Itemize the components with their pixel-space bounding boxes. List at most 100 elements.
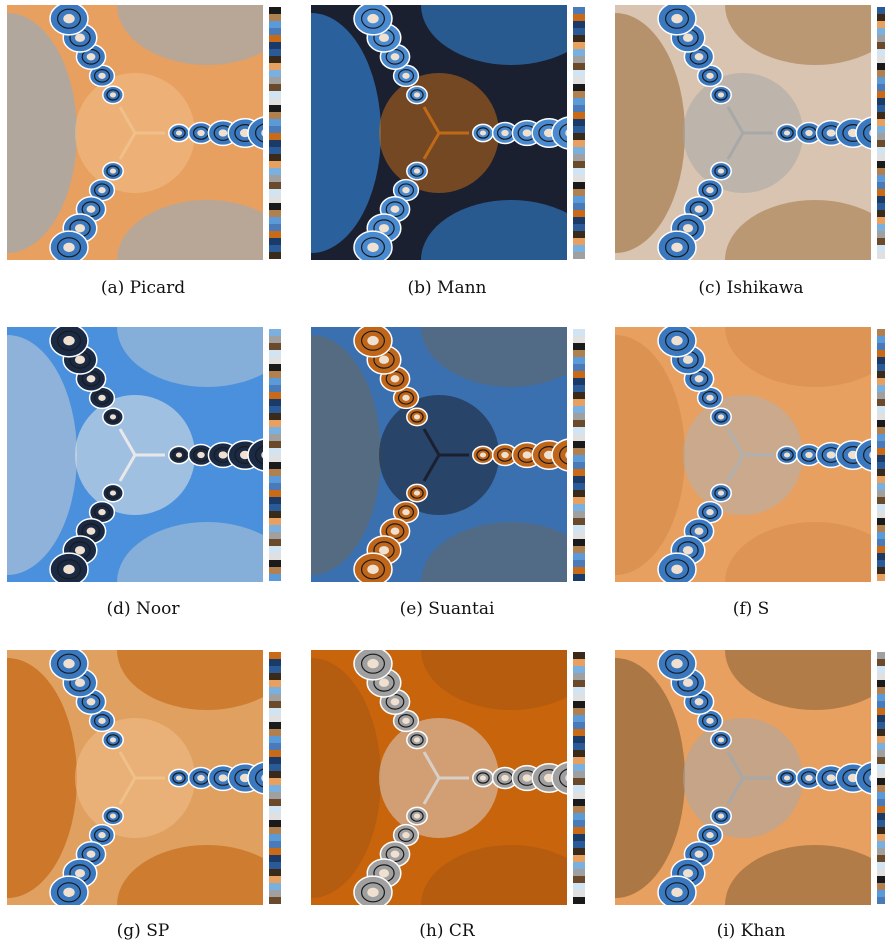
basin-ring: [392, 64, 420, 88]
caption-name: Mann: [431, 278, 487, 298]
panel-caption: (b) Mann: [311, 278, 583, 298]
panel-caption: (c) Ishikawa: [615, 278, 885, 298]
fractal-image: [615, 5, 871, 260]
fractal-image: [615, 650, 871, 905]
fractal-image: [311, 650, 567, 905]
panel-caption: (e) Suantai: [311, 599, 583, 619]
fractal-image: [7, 327, 263, 582]
basin-ring: [551, 761, 567, 795]
caption-name: Noor: [130, 599, 180, 619]
basin-ring: [392, 823, 420, 847]
basin-ring: [551, 438, 567, 472]
basin-ring: [49, 650, 89, 681]
fractal-panel: [311, 327, 585, 582]
colorbar: [573, 329, 585, 581]
panel-caption: (a) Picard: [7, 278, 279, 298]
basin-ring: [855, 438, 871, 472]
basin-ring: [187, 121, 215, 145]
basin-ring: [49, 875, 89, 905]
basin-ring: [657, 875, 697, 905]
basin-ring: [406, 730, 428, 750]
basin-ring: [88, 500, 116, 524]
basin-ring: [657, 230, 697, 260]
panel-caption: (f) S: [615, 599, 885, 619]
caption-label: (a): [100, 278, 125, 298]
basin-ring: [710, 161, 732, 181]
basin-ring: [657, 552, 697, 582]
basin-ring: [406, 407, 428, 427]
panel-caption: (d) Noor: [7, 599, 279, 619]
fractal-panel: [7, 5, 281, 260]
basin-ring: [710, 85, 732, 105]
basin-ring: [406, 85, 428, 105]
basin-ring: [168, 768, 190, 788]
basin-ring: [551, 116, 567, 150]
caption-label: (f): [732, 599, 753, 619]
basin-ring: [472, 123, 494, 143]
fractal-panel: [7, 327, 281, 582]
caption-label: (c): [698, 278, 722, 298]
caption-name: S: [752, 599, 770, 619]
basin-ring: [102, 806, 124, 826]
caption-name: Picard: [124, 278, 186, 298]
basin-ring: [168, 123, 190, 143]
basin-ring: [710, 483, 732, 503]
basin-ring: [472, 768, 494, 788]
basin-ring: [168, 445, 190, 465]
fractal-panel: [615, 5, 885, 260]
basin-ring: [247, 761, 263, 795]
basin-ring: [102, 483, 124, 503]
colorbar: [269, 329, 281, 581]
basin-ring: [472, 445, 494, 465]
basin-ring: [795, 766, 823, 790]
basin-ring: [696, 64, 724, 88]
basin-ring: [855, 761, 871, 795]
basin-ring: [49, 552, 89, 582]
basin-ring: [406, 806, 428, 826]
caption-label: (e): [399, 599, 423, 619]
basin-ring: [49, 327, 89, 358]
basin-ring: [102, 85, 124, 105]
fractal-panel: [311, 650, 585, 905]
caption-name: CR: [443, 921, 475, 941]
panel-caption: (g) SP: [7, 921, 279, 941]
basin-ring: [406, 161, 428, 181]
colorbar: [573, 7, 585, 259]
basin-ring: [855, 116, 871, 150]
fractal-image: [311, 327, 567, 582]
colorbar: [877, 652, 885, 904]
basin-ring: [795, 443, 823, 467]
colorbar: [573, 652, 585, 904]
basin-ring: [776, 123, 798, 143]
caption-label: (g): [116, 921, 141, 941]
basin-ring: [247, 116, 263, 150]
fractal-panel: [7, 650, 281, 905]
basin-ring: [353, 650, 393, 681]
basin-ring: [353, 5, 393, 36]
basin-ring: [102, 730, 124, 750]
basin-ring: [353, 552, 393, 582]
basin-ring: [710, 407, 732, 427]
basin-ring: [392, 178, 420, 202]
caption-name: SP: [140, 921, 170, 941]
basin-ring: [657, 327, 697, 358]
basin-ring: [406, 483, 428, 503]
caption-name: Khan: [735, 921, 786, 941]
panel-caption: (h) CR: [311, 921, 583, 941]
panel-caption: (i) Khan: [615, 921, 885, 941]
basin-ring: [776, 768, 798, 788]
basin-ring: [49, 5, 89, 36]
basin-ring: [353, 327, 393, 358]
basin-ring: [353, 875, 393, 905]
basin-ring: [392, 386, 420, 410]
basin-ring: [696, 178, 724, 202]
fractal-panel: [311, 5, 585, 260]
basin-ring: [657, 5, 697, 36]
basin-ring: [392, 709, 420, 733]
basin-ring: [102, 161, 124, 181]
fractal-panel: [615, 327, 885, 582]
caption-name: Suantai: [422, 599, 495, 619]
fractal-image: [7, 650, 263, 905]
fractal-image: [7, 5, 263, 260]
caption-name: Ishikawa: [721, 278, 804, 298]
